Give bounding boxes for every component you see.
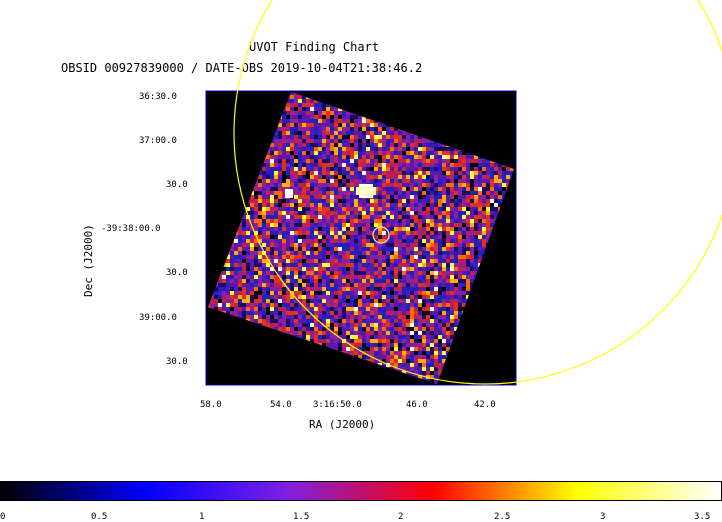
dec-tick-label: -39:38:00.0 — [101, 224, 161, 234]
dec-tick-label: 30.0 — [166, 180, 188, 190]
y-axis-label: Dec (J2000) — [82, 224, 95, 297]
ra-tick-label: 42.0 — [474, 400, 496, 410]
dec-tick-label: 37:00.0 — [139, 136, 177, 146]
bright-source-secondary — [285, 189, 293, 198]
ra-tick-label: 3:16:50.0 — [313, 400, 362, 410]
x-axis-label: RA (J2000) — [309, 418, 375, 431]
dec-tick-label: 39:00.0 — [139, 313, 177, 323]
dec-tick-label: 36:30.0 — [139, 92, 177, 102]
colorbar — [0, 481, 722, 501]
ra-tick-label: 58.0 — [200, 400, 222, 410]
ra-tick-label: 54.0 — [270, 400, 292, 410]
ra-tick-label: 46.0 — [406, 400, 428, 410]
dec-tick-label: 30.0 — [166, 357, 188, 367]
dec-tick-label: 30.0 — [166, 268, 188, 278]
bright-source-main — [356, 184, 376, 198]
